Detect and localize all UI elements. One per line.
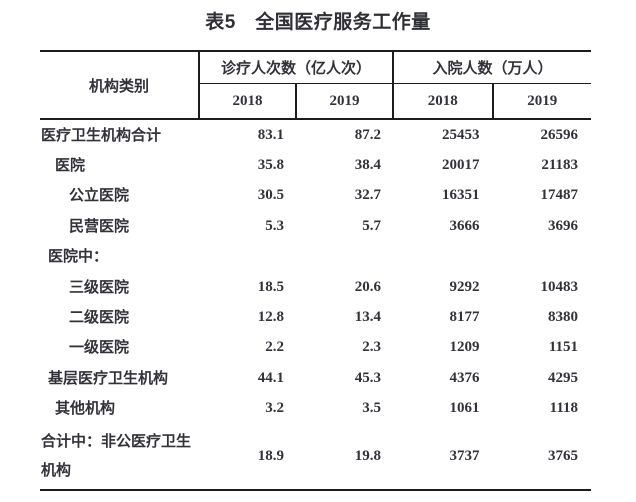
table-row: 合计中：非公医疗卫生机构 18.9 19.8 3737 3765 <box>40 424 591 489</box>
header-group-admissions-years: 2018 2019 <box>394 84 591 118</box>
row-label: 合计中：非公医疗卫生机构 <box>41 433 192 480</box>
row-value: 5.3 <box>265 217 284 234</box>
header-group-visits: 诊疗人次数（亿人次） 2018 2019 <box>200 52 394 118</box>
row-value: 38.4 <box>354 157 381 174</box>
row-label: 二级医院 <box>69 309 130 327</box>
row-value: 13.4 <box>354 309 381 326</box>
row-value: 8380 <box>548 309 578 326</box>
table-row: 医院 35.8 38.4 20017 21183 <box>40 150 591 180</box>
row-value: 21183 <box>541 157 578 174</box>
table-row: 民营医院 5.3 5.7 3666 3696 <box>40 211 591 241</box>
table-row: 一级医院 2.2 2.3 1209 1151 <box>40 333 591 363</box>
table-row: 医疗卫生机构合计 83.1 87.2 25453 26596 <box>40 120 591 150</box>
row-value: 3765 <box>548 447 578 464</box>
row-label: 其他机构 <box>55 400 116 418</box>
header-year: 2018 <box>394 84 494 118</box>
row-value: 1209 <box>449 339 480 356</box>
header-group-admissions-label: 入院人数（万人） <box>394 52 591 84</box>
row-label: 医院中： <box>48 248 109 266</box>
row-value: 20.6 <box>354 278 381 295</box>
row-label: 医疗卫生机构合计 <box>41 126 162 144</box>
row-value: 30.5 <box>257 187 284 204</box>
row-label: 医院 <box>55 157 86 175</box>
row-value: 10483 <box>540 278 579 295</box>
row-value: 87.2 <box>354 126 381 143</box>
table-row: 其他机构 3.2 3.5 1061 1118 <box>40 394 591 424</box>
table-row: 基层医疗卫生机构 44.1 45.3 4376 4295 <box>40 363 591 393</box>
table-header: 机构类别 诊疗人次数（亿人次） 2018 2019 入院人数（万人） 2018 … <box>40 52 591 120</box>
table-row: 公立医院 30.5 32.7 16351 17487 <box>40 181 591 211</box>
row-value: 12.8 <box>257 309 284 326</box>
header-group-visits-years: 2018 2019 <box>200 84 392 118</box>
row-value: 32.7 <box>354 187 381 204</box>
table-row: 三级医院 18.5 20.6 9292 10483 <box>40 272 591 302</box>
row-value: 1061 <box>449 400 480 417</box>
row-label: 民营医院 <box>69 217 130 235</box>
row-label: 公立医院 <box>69 187 130 205</box>
row-value: 1118 <box>549 400 578 417</box>
header-category: 机构类别 <box>40 52 200 118</box>
row-label: 三级医院 <box>69 278 130 296</box>
row-value: 2.3 <box>362 339 381 356</box>
table-row: 二级医院 12.8 13.4 8177 8380 <box>40 302 591 332</box>
row-value: 25453 <box>442 126 480 143</box>
row-value: 3.2 <box>265 400 284 417</box>
row-value: 4376 <box>449 369 480 386</box>
row-value: 35.8 <box>257 157 284 174</box>
row-value: 5.7 <box>362 217 381 234</box>
row-label: 基层医疗卫生机构 <box>48 369 169 387</box>
table-row: 医院中： <box>40 242 591 272</box>
row-value: 19.8 <box>354 447 381 464</box>
row-value: 4295 <box>548 369 578 386</box>
row-value: 3.5 <box>362 400 381 417</box>
row-label: 一级医院 <box>69 339 130 357</box>
header-group-admissions: 入院人数（万人） 2018 2019 <box>394 52 591 118</box>
row-value: 18.9 <box>257 447 284 464</box>
row-value: 3737 <box>449 447 480 464</box>
medical-services-table: 机构类别 诊疗人次数（亿人次） 2018 2019 入院人数（万人） 2018 … <box>40 50 591 491</box>
table-title: 表5 全国医疗服务工作量 <box>205 12 431 33</box>
row-value: 83.1 <box>257 126 284 143</box>
table-body: 医疗卫生机构合计 83.1 87.2 25453 26596 医院 35.8 3… <box>40 120 591 489</box>
row-value: 17487 <box>540 187 579 204</box>
row-value: 26596 <box>540 126 579 143</box>
row-value: 1151 <box>548 339 578 356</box>
row-value: 44.1 <box>257 369 284 386</box>
row-value: 2.2 <box>265 339 284 356</box>
header-year: 2019 <box>329 92 360 109</box>
row-value: 20017 <box>442 157 480 174</box>
row-value: 3666 <box>449 217 480 234</box>
row-value: 18.5 <box>257 278 284 295</box>
header-group-visits-label: 诊疗人次数（亿人次） <box>200 52 392 84</box>
header-year: 2019 <box>527 92 558 109</box>
row-value: 16351 <box>442 187 480 204</box>
row-value: 3696 <box>548 217 578 234</box>
header-year: 2018 <box>200 84 297 118</box>
row-value: 9292 <box>449 278 480 295</box>
row-value: 45.3 <box>354 369 381 386</box>
row-value: 8177 <box>449 309 480 326</box>
